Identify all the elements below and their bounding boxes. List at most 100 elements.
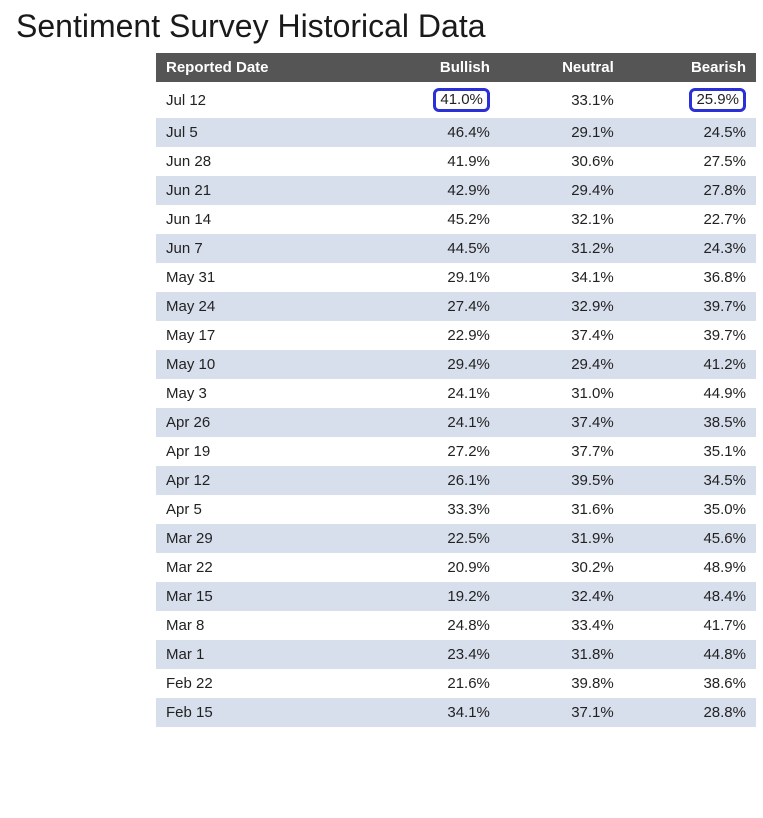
cell-neutral: 29.4% [500,350,624,379]
cell-date: Jul 5 [156,118,368,147]
cell-bearish: 41.2% [624,350,756,379]
cell-neutral: 37.1% [500,698,624,727]
cell-bullish: 20.9% [368,553,500,582]
table-row: Apr 533.3%31.6%35.0% [156,495,756,524]
cell-date: Jun 7 [156,234,368,263]
table-row: Apr 1226.1%39.5%34.5% [156,466,756,495]
cell-bearish: 24.3% [624,234,756,263]
cell-bearish: 39.7% [624,321,756,350]
table-row: Mar 123.4%31.8%44.8% [156,640,756,669]
cell-neutral: 31.8% [500,640,624,669]
table-row: Mar 824.8%33.4%41.7% [156,611,756,640]
cell-neutral: 30.2% [500,553,624,582]
cell-bullish: 34.1% [368,698,500,727]
table-row: Mar 1519.2%32.4%48.4% [156,582,756,611]
cell-neutral: 29.4% [500,176,624,205]
cell-neutral: 39.5% [500,466,624,495]
table-row: May 1029.4%29.4%41.2% [156,350,756,379]
cell-date: Feb 15 [156,698,368,727]
cell-bearish: 48.4% [624,582,756,611]
cell-date: Jun 28 [156,147,368,176]
table-row: Apr 1927.2%37.7%35.1% [156,437,756,466]
cell-neutral: 31.9% [500,524,624,553]
cell-neutral: 31.2% [500,234,624,263]
cell-bearish: 28.8% [624,698,756,727]
cell-bearish: 44.8% [624,640,756,669]
cell-bullish: 45.2% [368,205,500,234]
cell-date: Mar 15 [156,582,368,611]
highlight-box: 25.9% [689,88,746,112]
cell-neutral: 37.7% [500,437,624,466]
cell-bullish: 46.4% [368,118,500,147]
cell-neutral: 29.1% [500,118,624,147]
cell-date: Mar 29 [156,524,368,553]
cell-bearish: 24.5% [624,118,756,147]
cell-neutral: 31.6% [500,495,624,524]
cell-date: Jun 14 [156,205,368,234]
cell-date: May 17 [156,321,368,350]
cell-bearish: 38.6% [624,669,756,698]
cell-bullish: 33.3% [368,495,500,524]
cell-neutral: 34.1% [500,263,624,292]
table-row: Jun 2841.9%30.6%27.5% [156,147,756,176]
cell-bearish: 38.5% [624,408,756,437]
table-row: Jul 546.4%29.1%24.5% [156,118,756,147]
cell-neutral: 32.9% [500,292,624,321]
cell-date: Apr 5 [156,495,368,524]
cell-bearish: 27.8% [624,176,756,205]
cell-bullish: 24.8% [368,611,500,640]
highlight-box: 41.0% [433,88,490,112]
cell-date: Apr 26 [156,408,368,437]
cell-bullish: 42.9% [368,176,500,205]
table-row: Mar 2220.9%30.2%48.9% [156,553,756,582]
table-row: Apr 2624.1%37.4%38.5% [156,408,756,437]
cell-bullish: 41.0% [368,82,500,118]
table-row: May 2427.4%32.9%39.7% [156,292,756,321]
cell-date: Mar 22 [156,553,368,582]
cell-bearish: 48.9% [624,553,756,582]
table-row: Jun 744.5%31.2%24.3% [156,234,756,263]
header-row: Reported Date Bullish Neutral Bearish [156,53,756,82]
table-row: Jun 1445.2%32.1%22.7% [156,205,756,234]
sentiment-table: Reported Date Bullish Neutral Bearish Ju… [156,53,756,727]
cell-bullish: 29.1% [368,263,500,292]
cell-bearish: 35.1% [624,437,756,466]
table-row: Jun 2142.9%29.4%27.8% [156,176,756,205]
cell-bullish: 22.9% [368,321,500,350]
cell-bullish: 27.4% [368,292,500,321]
cell-bearish: 27.5% [624,147,756,176]
cell-bullish: 22.5% [368,524,500,553]
cell-date: Mar 1 [156,640,368,669]
table-row: Feb 1534.1%37.1%28.8% [156,698,756,727]
cell-bearish: 39.7% [624,292,756,321]
cell-neutral: 37.4% [500,408,624,437]
col-bullish: Bullish [368,53,500,82]
cell-neutral: 32.4% [500,582,624,611]
table-row: May 324.1%31.0%44.9% [156,379,756,408]
cell-bullish: 24.1% [368,408,500,437]
cell-bearish: 35.0% [624,495,756,524]
cell-date: May 10 [156,350,368,379]
cell-bullish: 27.2% [368,437,500,466]
cell-neutral: 37.4% [500,321,624,350]
cell-neutral: 33.4% [500,611,624,640]
col-bearish: Bearish [624,53,756,82]
table-row: Mar 2922.5%31.9%45.6% [156,524,756,553]
cell-bullish: 44.5% [368,234,500,263]
cell-bullish: 41.9% [368,147,500,176]
cell-neutral: 31.0% [500,379,624,408]
cell-bearish: 25.9% [624,82,756,118]
cell-date: Mar 8 [156,611,368,640]
cell-bullish: 24.1% [368,379,500,408]
cell-neutral: 33.1% [500,82,624,118]
cell-date: Jun 21 [156,176,368,205]
cell-bearish: 41.7% [624,611,756,640]
table-row: May 1722.9%37.4%39.7% [156,321,756,350]
cell-date: May 31 [156,263,368,292]
cell-bearish: 34.5% [624,466,756,495]
cell-date: May 24 [156,292,368,321]
cell-date: Apr 19 [156,437,368,466]
table-row: Jul 1241.0%33.1%25.9% [156,82,756,118]
cell-bullish: 19.2% [368,582,500,611]
cell-neutral: 32.1% [500,205,624,234]
